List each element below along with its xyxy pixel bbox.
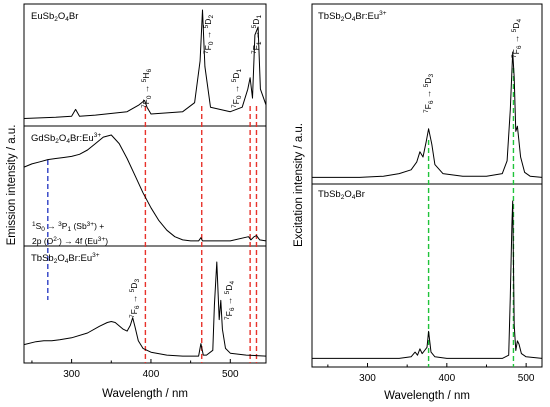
- emission-x-axis-label: Wavelength / nm: [102, 388, 188, 400]
- x-tick-label-300: 300: [359, 373, 376, 384]
- emission-chart: 300 400 500 EuSb2O4Br GdSb2O4Br:Eu3+ TbSb2…: [6, 3, 267, 400]
- annotation-7f6-5d3: 7F6 → 5D3: [129, 279, 141, 318]
- annotation-sb-band-line2: 2p (O2-) → 4f (Eu3+): [32, 236, 108, 246]
- panel-label-eusb2o4br: EuSb2O4Br: [31, 11, 78, 23]
- spectrum-emission-2: [23, 261, 267, 357]
- panel-label-tbsb2o4br: TbSb2O4Br: [318, 189, 365, 201]
- spectrum-emission-0: [23, 9, 267, 119]
- annotation-7f6-5d4: 7F6 → 5D4: [224, 281, 236, 320]
- annotation-7f6-5d3-right: 7F6 → 5D3: [423, 74, 435, 113]
- annotation-7f1-5d1: 7F1 → 5D1: [251, 15, 263, 54]
- annotation-7f0-5d2: 7F0 → 5D2: [203, 15, 215, 54]
- excitation-chart: 300 400 500 TbSb2O4Br:Eu3+ TbSb2O4Br 7F6 →…: [293, 3, 543, 402]
- emission-reference-lines: [47, 106, 258, 363]
- x-tick-label-400: 400: [438, 373, 455, 384]
- annotation-7f6-5d4-right: 7F6 → 5D4: [511, 19, 523, 58]
- spectrum-excitation-0: [312, 51, 543, 178]
- emission-y-axis-label: Emission intensity / a.u.: [6, 125, 18, 246]
- panel-label-tbsb2o4br-eu: TbSb2O4Br:Eu3+: [31, 252, 100, 265]
- excitation-plot-frame: [311, 3, 543, 368]
- x-tick-label-400: 400: [143, 369, 160, 380]
- annotation-7f0-5h6: 7F0 → 5H6: [141, 69, 153, 108]
- excitation-reference-lines: [427, 68, 515, 367]
- excitation-spectra: [312, 51, 543, 359]
- excitation-y-axis-label: Excitation intensity / a.u.: [293, 123, 305, 247]
- spectrum-emission-1: [23, 134, 267, 242]
- annotation-7f0-5d1: 7F0 → 5D1: [231, 69, 243, 108]
- emission-spectra: [23, 9, 267, 357]
- panel-label-gdsb2o4br-eu: GdSb2O4Br:Eu3+: [31, 132, 101, 145]
- x-tick-label-500: 500: [518, 373, 535, 384]
- annotation-sb-band-line1: 1S0 → 3P1 (Sb3+) +: [32, 221, 104, 233]
- emission-x-ticks: 300 400 500: [31, 359, 239, 380]
- x-tick-label-300: 300: [63, 369, 80, 380]
- panel-label-tbsb2o4br-eu-right: TbSb2O4Br:Eu3+: [318, 10, 387, 23]
- x-tick-label-500: 500: [222, 369, 239, 380]
- excitation-x-ticks: 300 400 500: [327, 363, 535, 384]
- spectrum-excitation-1: [312, 200, 543, 359]
- excitation-x-axis-label: Wavelength / nm: [384, 390, 470, 402]
